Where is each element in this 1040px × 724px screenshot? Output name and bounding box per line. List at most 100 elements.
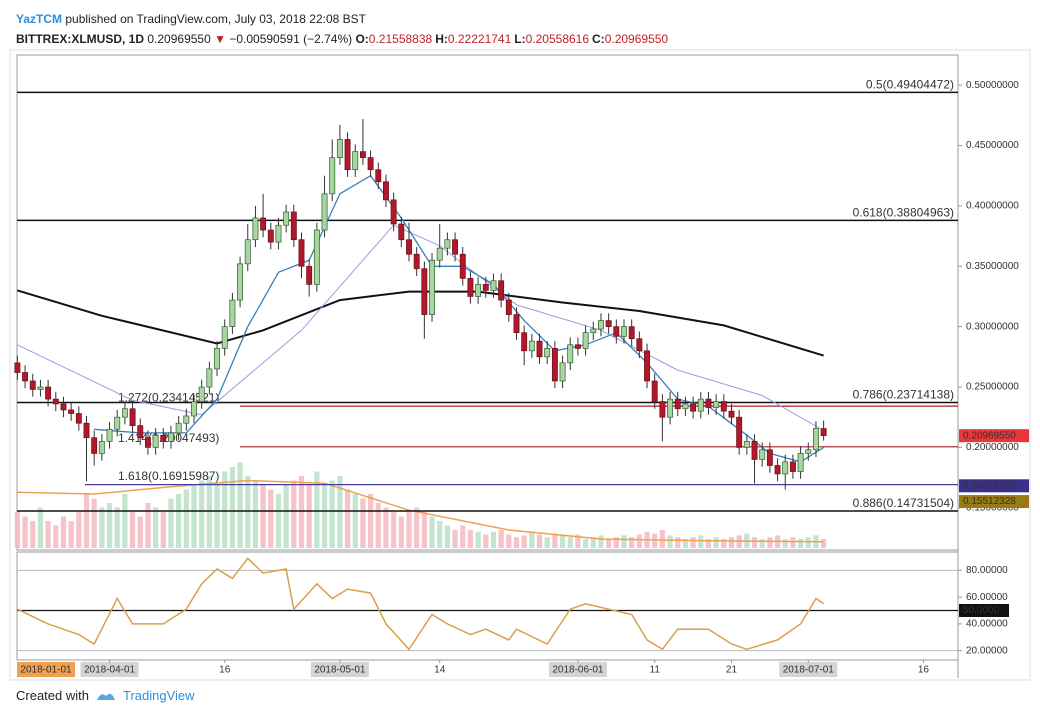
price-tag — [959, 429, 1029, 443]
fib-label: 0.786(0.23714138) — [853, 388, 954, 402]
volume-bar — [506, 534, 512, 548]
volume-bar — [214, 485, 220, 548]
volume-bar — [821, 539, 827, 548]
candle-body — [813, 428, 819, 451]
volume-bar — [383, 507, 389, 548]
candle-body — [83, 422, 90, 439]
candle-body — [536, 340, 543, 358]
candle-body — [789, 461, 796, 472]
ohlc: O:0.21558838 H:0.22221741 L:0.20558616 C:0.… — [355, 32, 671, 46]
candle-body — [628, 326, 635, 340]
volume-bar — [375, 503, 381, 548]
candle-body — [252, 217, 259, 241]
volume-bar — [314, 471, 320, 548]
candle-body — [98, 440, 105, 454]
candle-body — [383, 181, 389, 201]
volume-bar — [153, 507, 159, 548]
candle-body — [206, 368, 213, 388]
volume-bar — [14, 512, 20, 548]
candle-body — [682, 403, 689, 410]
volume-bar — [237, 462, 243, 548]
candle-body — [743, 440, 750, 448]
volume-bar — [99, 507, 105, 548]
volume-bar — [460, 525, 466, 548]
candle-body — [45, 386, 52, 400]
author[interactable]: YazTCM — [16, 12, 63, 26]
candle-body — [352, 151, 359, 171]
price-tag-label: 0.15512328 — [963, 496, 1016, 507]
volume-bar — [183, 489, 189, 548]
candle-body — [782, 461, 789, 475]
volume-bar — [437, 521, 443, 548]
volume-bar — [145, 503, 151, 548]
candle-body — [267, 229, 274, 243]
candle-body — [728, 410, 735, 418]
volume-bar — [444, 525, 450, 548]
volume-bar — [797, 539, 804, 548]
published: published on TradingView.com, July 03, 2… — [65, 12, 366, 26]
moving-average — [94, 174, 824, 463]
candle-body — [198, 386, 205, 402]
candle-body — [636, 338, 643, 352]
fib-label: 0.886(0.14731504) — [853, 496, 954, 510]
candle-body — [160, 434, 167, 442]
y-tick-label: 0.30000000 — [966, 321, 1019, 332]
candle-body — [152, 434, 159, 448]
fib-label: 0.618(0.38804963) — [853, 206, 954, 220]
candle-body — [797, 453, 804, 472]
volume-bar — [582, 539, 589, 548]
volume-bar — [636, 534, 642, 548]
volume-bar — [321, 485, 328, 548]
volume-bar — [222, 471, 228, 548]
volume-bar — [22, 516, 28, 548]
candle-body — [805, 449, 812, 454]
volume-bar — [705, 539, 712, 548]
candle-body — [751, 440, 758, 460]
candle-body — [329, 157, 336, 195]
candle-body — [590, 328, 597, 334]
volume-bar — [176, 494, 182, 548]
volume-bar — [513, 537, 520, 548]
x-tick-bg — [80, 662, 139, 677]
volume-bar — [60, 516, 67, 548]
candle-body — [29, 380, 36, 390]
volume-bar — [559, 535, 566, 548]
x-tick-label: 21 — [726, 665, 738, 676]
last: 0.20969550 — [147, 32, 211, 46]
candle-body — [144, 437, 151, 448]
rsi-mid-tag — [959, 604, 1009, 618]
candle-body — [551, 348, 558, 382]
volume-bar — [598, 535, 604, 548]
fib-label: 0.5(0.49404472) — [866, 78, 954, 92]
candle-body — [275, 224, 282, 243]
volume-bar — [298, 476, 305, 548]
candle-body — [613, 326, 620, 337]
range-start-bg — [17, 662, 75, 677]
candle-body — [390, 199, 397, 225]
candle-body — [766, 449, 773, 466]
logo — [96, 693, 115, 700]
candle-body — [452, 239, 459, 255]
candle-body — [75, 413, 82, 424]
volume-bar — [552, 533, 558, 548]
volume-bar — [106, 503, 113, 548]
rsi-panel — [16, 551, 959, 661]
candle-body — [521, 332, 528, 352]
candle-body — [667, 398, 674, 418]
candle-body — [582, 332, 589, 349]
price-tag-label: 0.20969550 — [963, 430, 1016, 441]
candle-body — [705, 398, 712, 408]
brand[interactable]: TradingView — [122, 688, 195, 703]
ohlc-value: 0.21558838 — [368, 32, 433, 46]
volume-bar — [567, 537, 573, 548]
candle-body — [168, 432, 174, 442]
quote-line: BITTREX:XLMUSD, 1D 0.20969550 ▼ −0.00590… — [16, 32, 671, 46]
ohlc-value: 0.20969550 — [604, 32, 669, 46]
rsi-line — [17, 557, 825, 651]
volume-bar — [91, 498, 97, 548]
x-tick-label: 11 — [650, 665, 661, 676]
volume-bar — [229, 467, 235, 548]
candle-body — [651, 380, 658, 402]
volume-bar — [659, 530, 665, 548]
